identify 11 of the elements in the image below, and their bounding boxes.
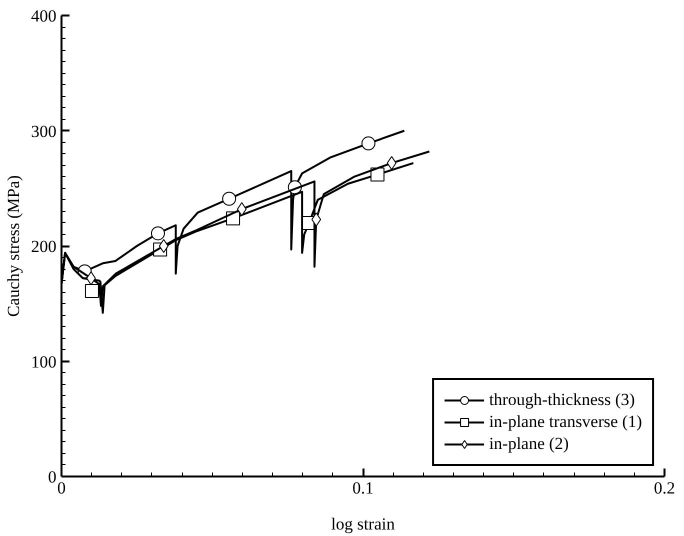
x-axis-title: log strain	[331, 514, 396, 534]
y-tick-label: 400	[31, 6, 56, 26]
legend-label: through-thickness (3)	[489, 390, 635, 410]
y-tick-label: 100	[31, 352, 56, 372]
y-axis-title: Cauchy stress (MPa)	[4, 175, 23, 317]
x-tick-label: 0.2	[654, 478, 676, 498]
legend-label: in-plane (2)	[489, 434, 569, 454]
x-tick-label: 0.1	[352, 478, 374, 498]
legend-label: in-plane transverse (1)	[489, 412, 642, 432]
y-tick-label: 200	[31, 237, 56, 256]
y-tick-label: 300	[31, 122, 56, 141]
